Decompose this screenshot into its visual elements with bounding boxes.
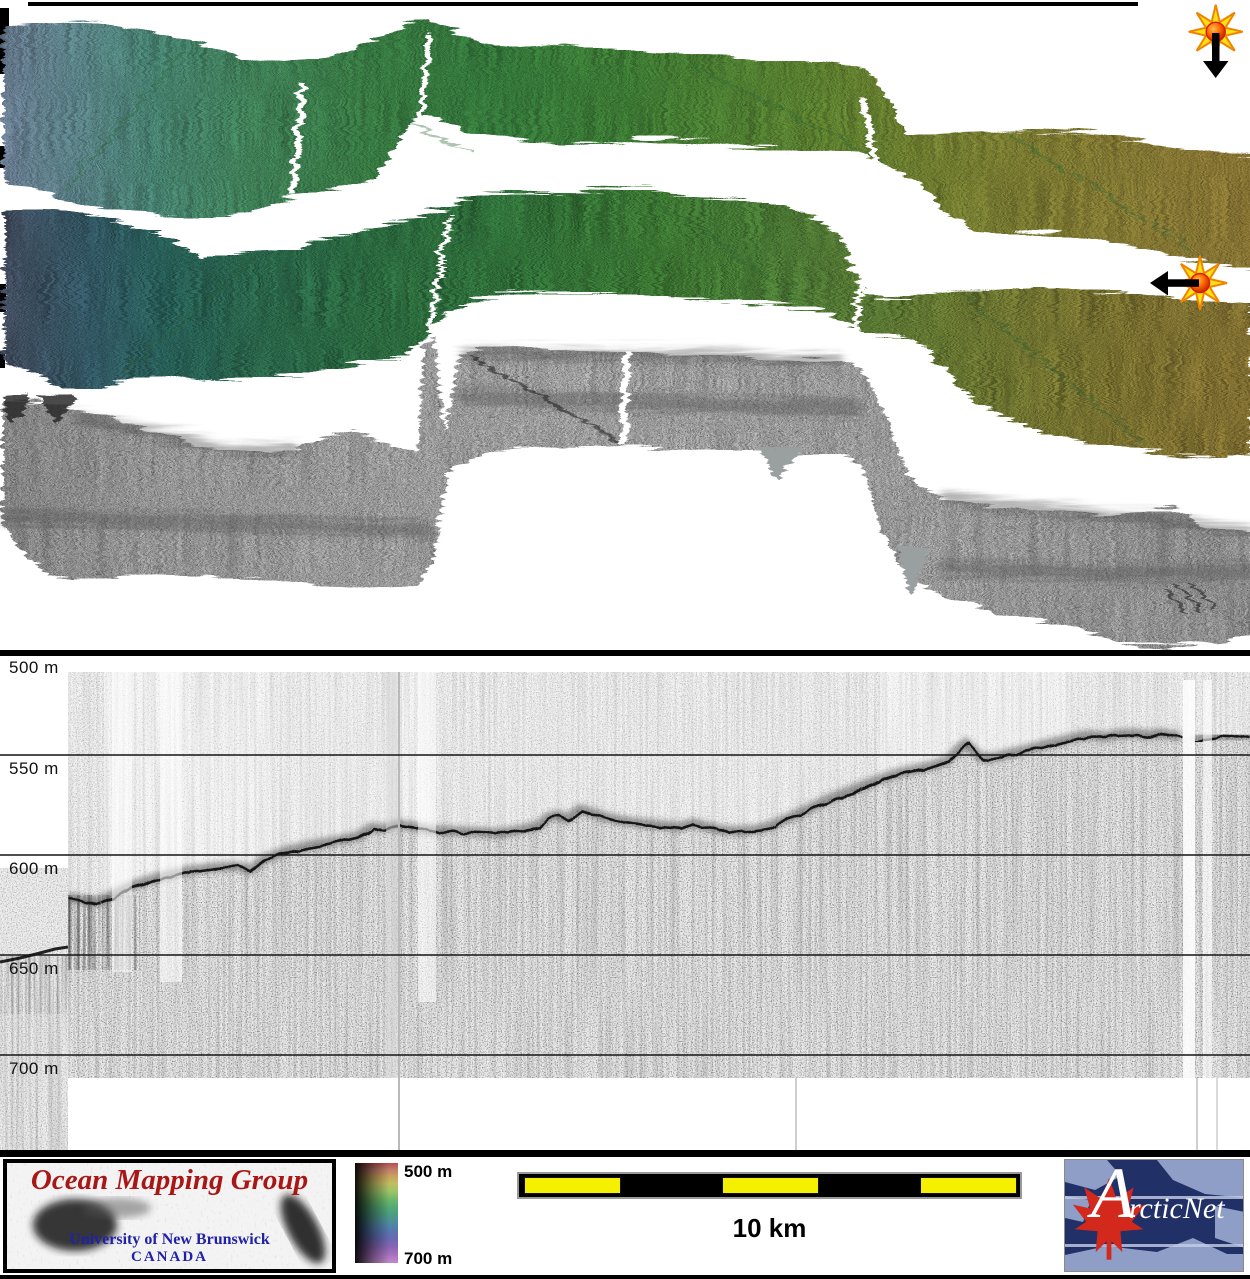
omg-logo-background [7, 1163, 332, 1269]
scale-bar-label: 10 km [732, 1213, 807, 1243]
arcticnet-initial: A [1091, 1159, 1135, 1233]
dark-lineations [469, 353, 1214, 614]
color-scale-top-label: 500 m [404, 1162, 453, 1181]
nadir-shading [73, 347, 1250, 534]
depth-color-scale [355, 1163, 398, 1263]
scale-bar-segment [524, 1177, 621, 1194]
color-scale-bottom-label: 700 m [404, 1249, 453, 1268]
depth-label-500m: 500 m [9, 658, 59, 677]
sun-arrow-down-icon [1188, 4, 1243, 78]
sun-arrow-left-icon [1150, 255, 1228, 311]
omg-university: University of New Brunswick [69, 1231, 270, 1248]
arrow-shaft [1212, 33, 1220, 63]
scale-bar-segment [722, 1177, 819, 1194]
arrow-shaft [1166, 279, 1199, 287]
scale-bar-segment [920, 1177, 1017, 1194]
tracklines [119, 193, 1141, 441]
data-gaps [286, 29, 877, 195]
arrow-head [1150, 271, 1168, 296]
data-gap [618, 347, 629, 445]
tracklines [59, 49, 1191, 247]
ocean-mapping-group-logo: Ocean Mapping Group University of New Br… [3, 1159, 336, 1273]
low-backscatter-band [0, 387, 1250, 581]
gap-columns [112, 672, 1218, 1150]
arcticnet-name: rcticNet [1129, 1192, 1225, 1225]
mosaic-top-edge-line [28, 2, 1138, 6]
logo-stripes [1065, 1196, 1243, 1247]
depth-label-650m: 650 m [9, 959, 59, 978]
maple-leaf-icon [1072, 1178, 1146, 1260]
backscatter-swath [0, 336, 1250, 645]
swath-mosaic-panel [0, 2, 1250, 645]
sonar-shadow-blobs [33, 1194, 326, 1264]
depth-label-700m: 700 m [9, 1059, 59, 1078]
bathymetry-swath-sun-east [0, 187, 1250, 453]
omg-title: Ocean Mapping Group [30, 1164, 309, 1196]
arrow-head [1203, 61, 1229, 78]
map-scale-bar [517, 1172, 1022, 1199]
dark-edge-marks [0, 390, 75, 420]
left-deep-column [0, 868, 69, 1150]
bathymetry-swath-sun-north [0, 18, 1250, 265]
depth-label-550m: 550 m [9, 759, 59, 778]
arcticnet-logo: A rcticNet [1064, 1159, 1244, 1272]
subbottom-profile-panel [0, 650, 1250, 1150]
figure-footer: Ocean Mapping Group University of New Br… [0, 1150, 1250, 1279]
data-gaps [423, 212, 865, 336]
depth-gridlines [0, 754, 1250, 1056]
arcticnet-map-background [1065, 1160, 1243, 1271]
profile-top-border [0, 650, 1250, 656]
depth-label-600m: 600 m [9, 859, 59, 878]
crossing-wedges [755, 443, 928, 595]
omg-country: CANADA [131, 1249, 208, 1265]
